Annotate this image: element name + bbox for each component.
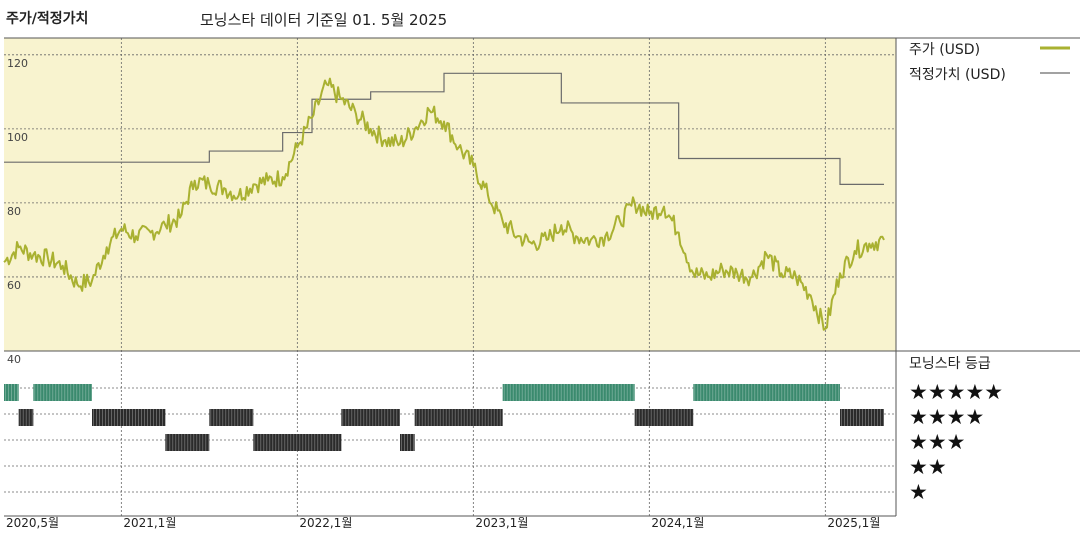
rating-bar-3-stars: [253, 434, 342, 451]
y-tick-label: 80: [7, 205, 21, 218]
x-tick-label: 2022,1월: [299, 516, 352, 530]
rating-bar-4-stars: [341, 409, 401, 426]
rating-bar-5-stars: [693, 384, 840, 401]
x-tick-label: 2023,1월: [475, 516, 528, 530]
data-date-title: 모닝스타 데이터 기준일 01. 5월 2025: [200, 11, 448, 29]
x-axis-ticks: 2020,5월 2021,1월 2022,1월 2023,1월 2024,1월 2025,…: [6, 516, 880, 530]
rating-bar-4-stars: [209, 409, 254, 426]
y-tick-label: 120: [7, 57, 28, 70]
fair-value-line: [4, 72, 884, 185]
rating-bar-fill: [18, 409, 34, 426]
rating-bar-fill: [400, 434, 415, 451]
x-tick-label: 2025,1월: [827, 516, 880, 530]
x-tick-label: 2021,1월: [123, 516, 176, 530]
y-axis-ticks: 40 60 80 100 120: [7, 57, 28, 366]
x-tick-label: 2024,1월: [651, 516, 704, 530]
rating-bar-4-stars: [840, 409, 884, 426]
rating-bar-fill: [209, 409, 254, 426]
rating-bar-4-stars: [92, 409, 166, 426]
rating-bar-fill: [253, 434, 342, 451]
chart-title-left: 주가/적정가치: [6, 11, 89, 27]
rating-legend-title: 모닝스타 등급: [909, 356, 991, 372]
rating-bar-4-stars: [414, 409, 503, 426]
rating-legend-4-stars: ★★★★: [909, 405, 984, 429]
legend-price-label: 주가 (USD): [909, 42, 980, 58]
rating-bar-fill: [502, 384, 635, 401]
rating-bar-fill: [4, 384, 19, 401]
rating-bars: [4, 384, 884, 451]
rating-bar-fill: [693, 384, 840, 401]
y-tick-label: 60: [7, 279, 21, 292]
rating-legend-5-stars: ★★★★★: [909, 380, 1003, 404]
rating-legend-2-stars: ★★: [909, 455, 947, 479]
legend-fair-value-label: 적정가치 (USD): [909, 67, 1006, 83]
rating-bar-fill: [634, 409, 694, 426]
rating-bar-3-stars: [400, 434, 415, 451]
rating-bar-fill: [414, 409, 503, 426]
rating-legend-3-stars: ★★★: [909, 430, 965, 454]
rating-bar-5-stars: [4, 384, 19, 401]
rating-bar-5-stars: [33, 384, 93, 401]
rating-bar-fill: [840, 409, 884, 426]
rating-bar-4-stars: [18, 409, 34, 426]
rating-bar-5-stars: [502, 384, 635, 401]
rating-bar-fill: [341, 409, 400, 426]
rating-bar-fill: [92, 409, 166, 426]
rating-bar-fill: [165, 434, 210, 451]
price-series: [3, 77, 885, 331]
rating-bar-fill: [33, 384, 92, 401]
rating-bar-3-stars: [165, 434, 210, 451]
y-tick-label: 40: [7, 353, 21, 366]
fair-value-series: [4, 72, 884, 185]
plot-background: [4, 38, 896, 351]
price-line: [3, 77, 885, 331]
x-tick-label: 2020,5월: [6, 516, 59, 530]
rating-bar-4-stars: [634, 409, 694, 426]
y-tick-label: 100: [7, 131, 28, 144]
rating-legend-1-star: ★: [909, 480, 928, 504]
